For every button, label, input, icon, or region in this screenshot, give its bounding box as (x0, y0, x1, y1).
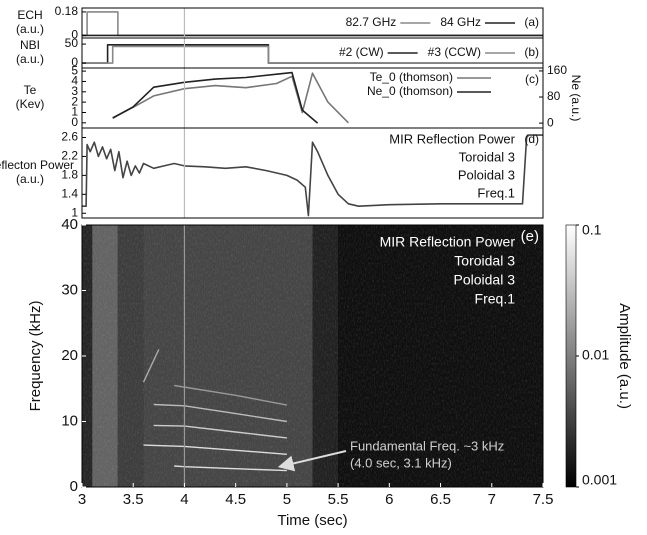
y2-tick-label: 80 (547, 89, 561, 103)
data-line (112, 72, 349, 124)
y-axis-label: (Kev) (16, 97, 45, 111)
data-line (143, 444, 287, 455)
y-tick-label: 10 (61, 412, 78, 429)
panel-label: (a) (524, 15, 539, 29)
y-axis-label: Te (24, 83, 37, 97)
panel-frame (81, 127, 544, 219)
y-tick-label: 20 (61, 347, 78, 364)
data-line (82, 134, 543, 217)
y-tick-label: 50 (65, 36, 79, 50)
x-tick-label: 4 (180, 491, 188, 508)
y-tick-label: 0 (70, 478, 78, 495)
x-tick-label: 3 (78, 491, 86, 508)
legend-label: #2 (CW) (339, 45, 384, 59)
annotation-arrow (277, 450, 347, 472)
y-axis-label: Reflecton Power (0, 158, 74, 172)
panel-label: (e) (521, 228, 539, 245)
data-line (82, 45, 543, 64)
y-tick-label: 3 (71, 84, 78, 98)
y2-tick-label: 0 (547, 115, 554, 129)
colorbar-label: Amplitude (a.u.) (616, 303, 633, 409)
data-line (153, 424, 287, 439)
y-tick-label: 1 (71, 205, 78, 219)
y-tick-label: 0 (71, 28, 78, 42)
y-tick-label: 30 (61, 281, 78, 298)
y-tick-label: 1.8 (61, 168, 78, 182)
y-tick-label: 0.18 (55, 4, 79, 18)
y-tick-label: 4 (71, 74, 78, 88)
y-axis-label: (a.u.) (16, 22, 44, 36)
data-line (142, 349, 160, 383)
caption-line: Toroidal 3 (459, 149, 515, 164)
x-tick-label: 4.5 (225, 491, 246, 508)
y2-axis-label: Ne (a.u.) (569, 75, 583, 122)
colorbar (565, 224, 577, 488)
caption-line: Poloidal 3 (454, 272, 516, 288)
x-tick-label: 6 (385, 491, 393, 508)
y-tick-label: 2.6 (61, 130, 78, 144)
y-tick-label: 1 (71, 105, 78, 119)
y-axis-label: (a.u.) (16, 172, 44, 186)
x-axis-label: Time (sec) (277, 512, 347, 529)
data-line (174, 465, 287, 472)
colorbar-tick-label: 0.1 (582, 222, 602, 238)
caption-line: Freq.1 (477, 185, 515, 200)
legend-label: Te_0 (thomson) (370, 70, 453, 84)
y-tick-label: 0 (71, 55, 78, 69)
legend-label: 84 GHz (440, 15, 481, 29)
caption-line: MIR Reflection Power (389, 131, 515, 146)
panel-label: (b) (524, 45, 539, 59)
y-axis-label: (a.u.) (16, 52, 44, 66)
x-tick-label: 3.5 (123, 491, 144, 508)
y-axis-label: Frequency (kHz) (27, 301, 44, 412)
caption-line: Poloidal 3 (458, 167, 515, 182)
y-tick-label: 1.4 (61, 186, 78, 200)
caption-line: Freq.1 (475, 291, 516, 307)
data-line (174, 384, 288, 406)
legend-label: 82.7 GHz (346, 15, 397, 29)
y-tick-label: 0 (71, 115, 78, 129)
legend-label: Ne_0 (thomson) (367, 84, 453, 98)
x-tick-label: 6.5 (430, 491, 451, 508)
data-line (153, 403, 288, 423)
y-tick-label: 2.2 (61, 149, 78, 163)
colorbar-tick-label: 0.01 (582, 347, 609, 363)
legend-label: #3 (CCW) (428, 45, 481, 59)
y-tick-label: 2 (71, 94, 78, 108)
y-axis-label: NBI (20, 38, 40, 52)
y2-tick-label: 160 (547, 63, 567, 77)
y-tick-label: 40 (61, 216, 78, 233)
y-axis-label: ECH (17, 8, 42, 22)
x-tick-label: 5 (283, 491, 291, 508)
data-line (112, 71, 319, 124)
x-tick-label: 7.5 (533, 491, 554, 508)
caption-line: Toroidal 3 (454, 253, 515, 269)
annotation-text: Fundamental Freq. ~3 kHz (350, 438, 504, 453)
panel-label: (c) (525, 72, 539, 86)
colorbar-tick-label: 0.001 (582, 472, 617, 488)
annotation-text: (4.0 sec, 3.1 kHz) (350, 455, 452, 470)
spectrogram-texture (82, 225, 543, 487)
caption-line: MIR Reflection Power (380, 234, 516, 250)
y-tick-label: 5 (71, 63, 78, 77)
x-tick-label: 5.5 (328, 491, 349, 508)
x-tick-label: 7 (488, 491, 496, 508)
panel-label: (d) (524, 132, 539, 146)
